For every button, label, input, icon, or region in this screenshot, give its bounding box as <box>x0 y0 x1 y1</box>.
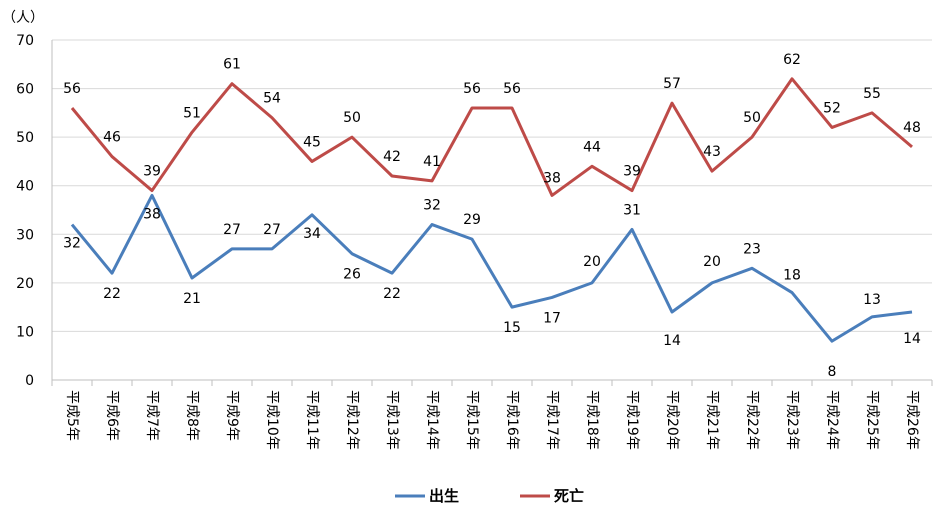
y-tick-label-20: 20 <box>16 276 34 292</box>
series-birth: 32 22 38 21 27 27 34 26 22 32 29 15 17 20 31 14 20 23 18 8 1… <box>63 193 921 380</box>
data-label: 61 <box>223 57 241 73</box>
data-label: 56 <box>503 81 521 97</box>
data-label: 15 <box>503 320 521 336</box>
y-axis-unit-label: （人） <box>2 10 44 26</box>
x-tick-label-6: 平成10年 <box>264 390 280 450</box>
x-tick-label-22: 平成26年 <box>904 390 920 450</box>
legend: 出生 死亡 <box>395 487 584 505</box>
data-label: 51 <box>183 105 201 121</box>
x-tick-label-3: 平成7年 <box>144 390 160 441</box>
y-tick-label-0: 0 <box>25 373 34 389</box>
data-label: 52 <box>823 100 841 116</box>
data-label: 48 <box>903 120 921 136</box>
data-label: 21 <box>183 291 201 307</box>
data-label: 56 <box>463 81 481 97</box>
data-label: 42 <box>383 149 401 165</box>
data-label: 54 <box>263 91 281 107</box>
data-label: 27 <box>263 222 281 238</box>
data-label: 50 <box>343 110 361 126</box>
data-label: 57 <box>663 76 681 92</box>
x-tick-label-2: 平成6年 <box>104 390 120 441</box>
series-group: 32 22 38 21 27 27 34 26 22 32 29 15 17 20 31 14 20 23 18 8 1… <box>63 52 921 380</box>
series-line-death <box>70 77 913 197</box>
data-label: 44 <box>583 139 601 155</box>
data-label: 38 <box>543 170 561 186</box>
y-tick-label-70: 70 <box>16 33 34 49</box>
y-tick-label-40: 40 <box>16 179 34 195</box>
data-label: 39 <box>143 164 161 180</box>
data-label: 14 <box>663 333 681 349</box>
data-label: 18 <box>783 268 801 284</box>
data-label: 20 <box>583 254 601 270</box>
series-death: 56 46 39 51 61 54 45 50 42 41 56 56 38 44 39 57 43 50 62 52… <box>63 52 921 197</box>
series-line-birth <box>70 193 913 343</box>
data-label: 43 <box>703 144 721 160</box>
x-tick-label-21: 平成25年 <box>864 390 880 450</box>
x-tick-label-18: 平成22年 <box>744 390 760 450</box>
data-label: 14 <box>903 331 921 347</box>
data-label: 26 <box>343 267 361 283</box>
data-label: 22 <box>103 286 121 302</box>
y-tick-label-60: 60 <box>16 82 34 98</box>
data-label: 22 <box>383 286 401 302</box>
x-tick-label-10: 平成14年 <box>424 390 440 450</box>
x-tick-label-15: 平成19年 <box>624 390 640 450</box>
x-tick-label-1: 平成5年 <box>64 390 80 441</box>
data-label: 62 <box>783 52 801 68</box>
y-tick-label-30: 30 <box>16 227 34 243</box>
data-label: 8 <box>828 364 837 380</box>
x-tick-label-7: 平成11年 <box>304 390 320 450</box>
legend-item-birth: 出生 <box>395 487 459 505</box>
x-tick-label-16: 平成20年 <box>664 390 680 450</box>
data-label: 20 <box>703 254 721 270</box>
data-label: 50 <box>743 110 761 126</box>
data-label: 32 <box>63 236 81 252</box>
data-label: 17 <box>543 310 561 326</box>
axes <box>51 40 933 386</box>
data-label: 34 <box>303 226 321 242</box>
x-tick-label-20: 平成24年 <box>824 390 840 450</box>
gridlines <box>52 39 932 332</box>
x-tick-label-11: 平成15年 <box>464 390 480 450</box>
legend-label: 出生 <box>429 487 459 505</box>
data-label: 38 <box>143 206 161 222</box>
data-label: 41 <box>423 154 441 170</box>
x-tick-label-14: 平成18年 <box>584 390 600 450</box>
y-tick-label-10: 10 <box>16 324 34 340</box>
x-tick-label-12: 平成16年 <box>504 390 520 450</box>
legend-label: 死亡 <box>554 487 584 505</box>
data-label: 46 <box>103 130 121 146</box>
x-tick-label-8: 平成12年 <box>344 390 360 450</box>
data-label: 56 <box>63 81 81 97</box>
data-label: 27 <box>223 222 241 238</box>
data-label: 32 <box>423 198 441 214</box>
data-label: 31 <box>623 202 641 218</box>
x-axis-ticks: 平成5年 平成6年 平成7年 平成8年 平成9年 平成10年 平成11年 平成12年 平成13年… <box>64 390 920 450</box>
legend-item-death: 死亡 <box>520 487 584 505</box>
data-label: 13 <box>863 292 881 308</box>
data-label: 39 <box>623 164 641 180</box>
data-label: 55 <box>863 86 881 102</box>
data-label: 45 <box>303 134 321 150</box>
y-tick-label-50: 50 <box>16 130 34 146</box>
x-tick-label-13: 平成17年 <box>544 390 560 450</box>
data-label: 23 <box>743 241 761 257</box>
y-axis-ticks: 0 10 20 30 40 50 60 70 <box>16 33 34 389</box>
x-tick-label-17: 平成21年 <box>704 390 720 450</box>
x-tick-label-5: 平成9年 <box>224 390 240 441</box>
data-label: 29 <box>463 212 481 228</box>
x-tick-label-19: 平成23年 <box>784 390 800 450</box>
x-tick-label-4: 平成8年 <box>184 390 200 441</box>
x-tick-label-9: 平成13年 <box>384 390 400 450</box>
